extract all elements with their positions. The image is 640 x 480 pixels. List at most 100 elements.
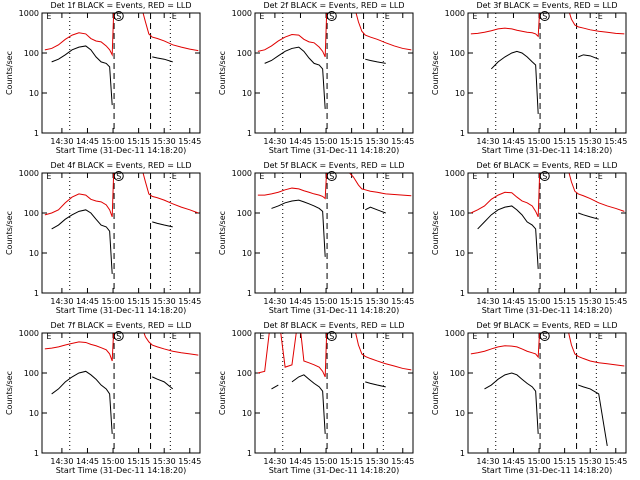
annotation-circle [113, 171, 124, 181]
series-line [490, 50, 599, 114]
marker-annotation: S [542, 12, 547, 21]
panel-title: Det 5f BLACK = Events, RED = LLD [263, 161, 404, 170]
x-tick-label: 15:00 [315, 297, 338, 306]
panel-title: Det 3f BLACK = Events, RED = LLD [476, 1, 617, 10]
y-tick-label: 10 [242, 409, 252, 418]
x-axis-label: Start Time (31-Dec-11 14:18:20) [269, 466, 400, 475]
y-tick-label: 1 [460, 129, 465, 138]
y-tick-label: 1000 [232, 329, 252, 338]
annotation-circle [113, 331, 124, 341]
x-tick-label: 15:15 [127, 137, 150, 146]
y-tick-label: 100 [24, 49, 39, 58]
marker-annotation: S [542, 332, 547, 341]
x-tick-label: 15:15 [340, 297, 363, 306]
x-tick-label: 15:45 [178, 137, 201, 146]
marker-annotation: E [46, 332, 51, 341]
plot-frame [41, 172, 201, 294]
panel-title: Det 8f BLACK = Events, RED = LLD [263, 321, 404, 330]
marker-annotation: E [172, 332, 177, 341]
x-tick-label: 14:45 [502, 137, 525, 146]
x-tick-label: 14:45 [289, 297, 312, 306]
annotation-circle [539, 171, 550, 181]
plot-frame [41, 12, 201, 134]
x-tick-label: 14:30 [50, 137, 73, 146]
x-tick-label: 15:45 [391, 457, 414, 466]
x-tick-label: 15:45 [604, 297, 627, 306]
marker-annotation: E [46, 172, 51, 181]
panel-title: Det 7f BLACK = Events, RED = LLD [50, 321, 191, 330]
y-axis-label: Counts/sec [431, 371, 440, 415]
x-tick-label: 14:45 [76, 137, 99, 146]
y-tick-label: 100 [237, 369, 252, 378]
x-tick-label: 15:15 [127, 297, 150, 306]
marker-annotation: E [598, 12, 603, 21]
series-line [44, 173, 199, 218]
x-tick-label: 15:30 [153, 137, 176, 146]
annotation-circle [539, 11, 550, 21]
y-tick-label: 10 [455, 409, 465, 418]
x-tick-label: 14:45 [502, 457, 525, 466]
series-line [470, 173, 625, 218]
y-axis-label: Counts/sec [5, 211, 14, 255]
annotation-circle [326, 11, 337, 21]
x-tick-label: 15:30 [366, 457, 389, 466]
marker-annotation: E [172, 12, 177, 21]
x-axis-label: Start Time (31-Dec-11 14:18:20) [56, 466, 187, 475]
panel: Det 1f BLACK = Events, RED = LLD Counts/s… [5, 1, 201, 155]
x-tick-label: 15:45 [604, 137, 627, 146]
y-axis-label: Counts/sec [218, 371, 227, 415]
series-line [51, 209, 173, 274]
plot-frame [254, 172, 414, 294]
x-tick-label: 15:00 [315, 137, 338, 146]
y-tick-label: 1000 [445, 9, 465, 18]
marker-annotation: E [46, 12, 51, 21]
marker-annotation: S [116, 12, 121, 21]
y-axis-label: Counts/sec [218, 51, 227, 95]
annotation-circle [326, 331, 337, 341]
y-tick-label: 100 [450, 209, 465, 218]
x-axis-label: Start Time (31-Dec-11 14:18:20) [56, 146, 187, 155]
panel-title: Det 1f BLACK = Events, RED = LLD [50, 1, 191, 10]
y-tick-label: 1000 [19, 169, 39, 178]
series-line [44, 333, 199, 362]
y-tick-label: 1 [247, 289, 252, 298]
x-axis-label: Start Time (31-Dec-11 14:18:20) [482, 146, 613, 155]
x-tick-label: 15:30 [579, 457, 602, 466]
series-line [257, 333, 412, 378]
y-tick-label: 1 [460, 449, 465, 458]
panel: Det 8f BLACK = Events, RED = LLD Counts/s… [218, 321, 414, 475]
marker-annotation: S [116, 172, 121, 181]
plot-frame [254, 12, 414, 134]
y-tick-label: 10 [29, 89, 39, 98]
x-tick-label: 15:00 [102, 137, 125, 146]
x-axis-label: Start Time (31-Dec-11 14:18:20) [269, 146, 400, 155]
x-tick-label: 15:15 [553, 137, 576, 146]
panel-title: Det 6f BLACK = Events, RED = LLD [476, 161, 617, 170]
marker-annotation: E [259, 332, 264, 341]
plot-frame [41, 332, 201, 454]
x-tick-label: 15:45 [178, 457, 201, 466]
y-tick-label: 10 [455, 89, 465, 98]
y-axis-label: Counts/sec [431, 51, 440, 95]
series-line [470, 333, 625, 367]
y-tick-label: 1000 [232, 9, 252, 18]
x-tick-label: 15:00 [528, 137, 551, 146]
marker-annotation: S [116, 332, 121, 341]
series-line [44, 13, 199, 57]
y-tick-label: 1000 [19, 329, 39, 338]
y-tick-label: 1000 [232, 169, 252, 178]
x-tick-label: 14:30 [50, 457, 73, 466]
series-line [264, 46, 386, 109]
marker-annotation: S [329, 172, 334, 181]
series-line [271, 199, 386, 257]
x-tick-label: 15:30 [153, 297, 176, 306]
panel: Det 2f BLACK = Events, RED = LLD Counts/s… [218, 1, 414, 155]
plot-frame [254, 332, 414, 454]
x-tick-label: 14:30 [263, 297, 286, 306]
series-line [484, 372, 608, 447]
x-tick-label: 14:30 [476, 457, 499, 466]
plot-frame [467, 12, 627, 134]
x-tick-label: 14:30 [263, 137, 286, 146]
y-tick-label: 1 [460, 289, 465, 298]
